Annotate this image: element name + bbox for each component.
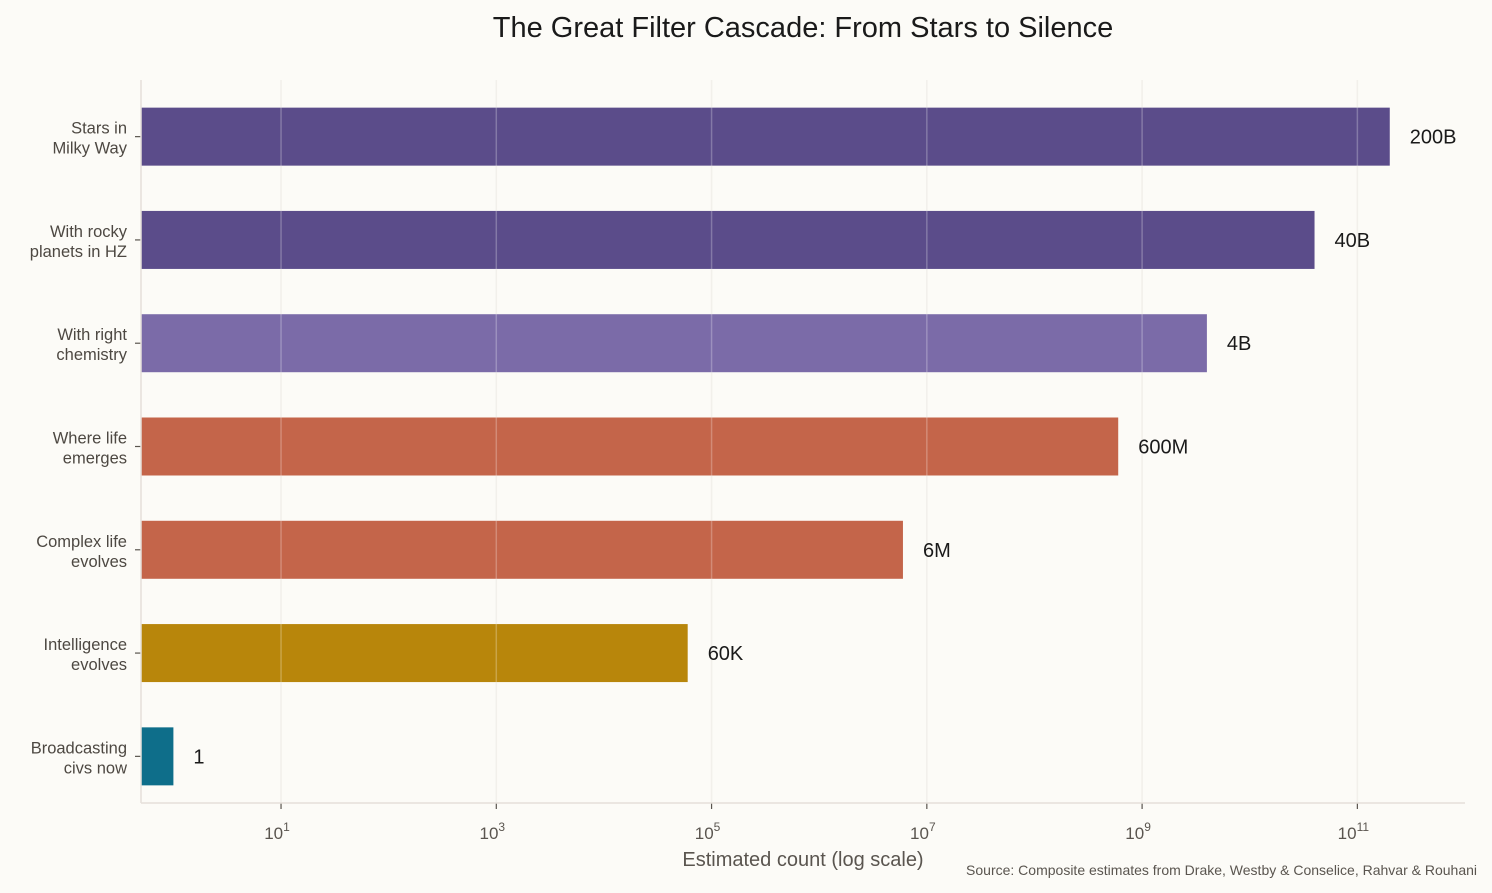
data-label: 40B [1335, 230, 1371, 252]
bar [141, 107, 1390, 166]
y-tick-label: Intelligence evolves [44, 636, 127, 674]
y-tick-label: With rocky planets in HZ [30, 223, 128, 261]
x-axis-label: Estimated count (log scale) [682, 849, 923, 871]
source-note: Source: Composite estimates from Drake, … [966, 862, 1477, 878]
y-tick-label: Where life emerges [53, 430, 127, 468]
data-label: 6M [923, 540, 951, 562]
x-tick-label: 103 [479, 820, 505, 843]
bar [141, 727, 174, 786]
bar [141, 210, 1315, 269]
chart-title: The Great Filter Cascade: From Stars to … [493, 12, 1114, 44]
bar [141, 314, 1207, 373]
x-tick-label: 107 [910, 820, 936, 843]
data-label: 1 [193, 746, 204, 768]
bar [141, 417, 1119, 476]
y-tick-label: With right chemistry [56, 326, 127, 364]
data-label: 600M [1138, 437, 1188, 459]
y-tick-label: Broadcasting civs now [31, 739, 127, 777]
data-label: 200B [1410, 127, 1457, 149]
x-tick-label: 109 [1125, 820, 1151, 843]
x-tick-label: 101 [264, 820, 290, 843]
data-label: 4B [1227, 333, 1251, 355]
data-label: 60K [708, 643, 744, 665]
x-tick-label: 105 [695, 820, 721, 843]
bar [141, 624, 688, 683]
y-tick-label: Complex life evolves [36, 533, 127, 571]
y-tick-label: Stars in Milky Way [52, 120, 127, 158]
bar [141, 520, 903, 579]
x-tick-label: 1011 [1338, 820, 1370, 843]
